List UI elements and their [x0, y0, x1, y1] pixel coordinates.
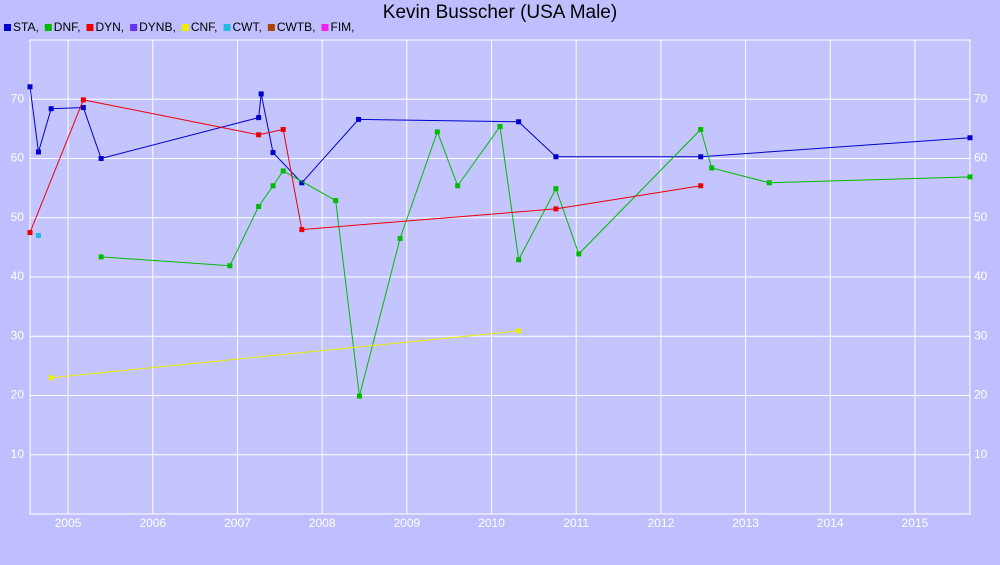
y-tick-label: 10: [11, 447, 25, 461]
x-tick-label: 2013: [732, 516, 759, 530]
point: [455, 183, 461, 189]
y2-tick-label: 30: [974, 328, 988, 342]
x-tick-label: 2007: [224, 516, 251, 530]
series-line: [101, 125, 971, 397]
y-tick-label: 50: [11, 210, 25, 224]
point: [497, 124, 503, 130]
point: [516, 257, 522, 263]
point: [98, 254, 104, 260]
point: [698, 154, 704, 160]
legend-swatch: [267, 24, 275, 31]
point: [299, 227, 305, 233]
y-tick-label: 20: [11, 388, 25, 402]
point: [516, 119, 522, 125]
legend-label: DNF,: [54, 20, 81, 34]
y-tick-label: 60: [11, 151, 25, 165]
chart-title: Kevin Busscher (USA Male): [383, 2, 617, 23]
legend-label: FIM,: [330, 20, 354, 34]
y-tick-label: 40: [11, 269, 25, 283]
y2-tick-label: 10: [974, 447, 988, 461]
point: [270, 150, 276, 156]
point: [35, 149, 41, 155]
point: [280, 126, 286, 132]
point: [299, 180, 305, 186]
x-tick-label: 2014: [817, 516, 844, 530]
point: [227, 263, 233, 269]
legend-label: CNF,: [191, 20, 218, 34]
point: [967, 135, 973, 141]
point: [80, 105, 86, 111]
point: [698, 126, 704, 132]
point: [553, 206, 559, 212]
legend-swatch: [321, 24, 329, 31]
y2-tick-label: 70: [974, 91, 988, 105]
point: [397, 235, 403, 241]
legend-swatch: [181, 24, 189, 31]
point: [35, 233, 41, 239]
point: [553, 186, 559, 192]
y2-tick-label: 20: [974, 388, 988, 402]
x-tick-label: 2006: [139, 516, 166, 530]
y-tick-label: 30: [11, 328, 25, 342]
legend-label: DYN,: [95, 20, 124, 34]
point: [280, 168, 286, 174]
series-line: [51, 330, 519, 379]
x-tick-label: 2010: [478, 516, 505, 530]
legend-label: DYNB,: [139, 20, 176, 34]
x-tick-label: 2005: [55, 516, 82, 530]
point: [766, 180, 772, 186]
point: [516, 328, 522, 334]
legend-swatch: [223, 24, 231, 31]
point: [27, 230, 33, 236]
point: [967, 174, 973, 180]
x-tick-label: 2008: [309, 516, 336, 530]
x-tick-label: 2011: [563, 516, 589, 530]
point: [256, 115, 262, 121]
legend-swatch: [86, 24, 94, 31]
y2-tick-label: 40: [974, 269, 988, 283]
legend-swatch: [130, 24, 138, 31]
y-tick-label: 70: [11, 91, 25, 105]
legend-label: CWTB,: [277, 20, 316, 34]
y2-tick-label: 60: [974, 151, 988, 165]
x-tick-label: 2012: [648, 516, 675, 530]
point: [98, 156, 104, 161]
y2-tick-label: 50: [974, 210, 988, 224]
legend-swatch: [4, 24, 11, 31]
point: [270, 183, 276, 189]
point: [80, 97, 86, 103]
legend-label: STA,: [13, 20, 39, 34]
point: [256, 203, 262, 209]
point: [356, 116, 362, 122]
x-tick-label: 2015: [902, 516, 929, 530]
point: [258, 91, 264, 97]
point: [27, 84, 33, 90]
point: [48, 375, 54, 381]
legend-swatch: [44, 24, 52, 31]
point: [356, 393, 362, 399]
point: [256, 132, 262, 138]
point: [709, 165, 715, 171]
point: [434, 129, 440, 135]
point: [48, 106, 54, 112]
point: [553, 154, 559, 160]
series-line: [29, 86, 971, 184]
point: [698, 183, 704, 189]
point: [333, 198, 339, 204]
point: [576, 251, 582, 257]
legend-label: CWT,: [232, 20, 261, 34]
x-tick-label: 2009: [393, 516, 420, 530]
